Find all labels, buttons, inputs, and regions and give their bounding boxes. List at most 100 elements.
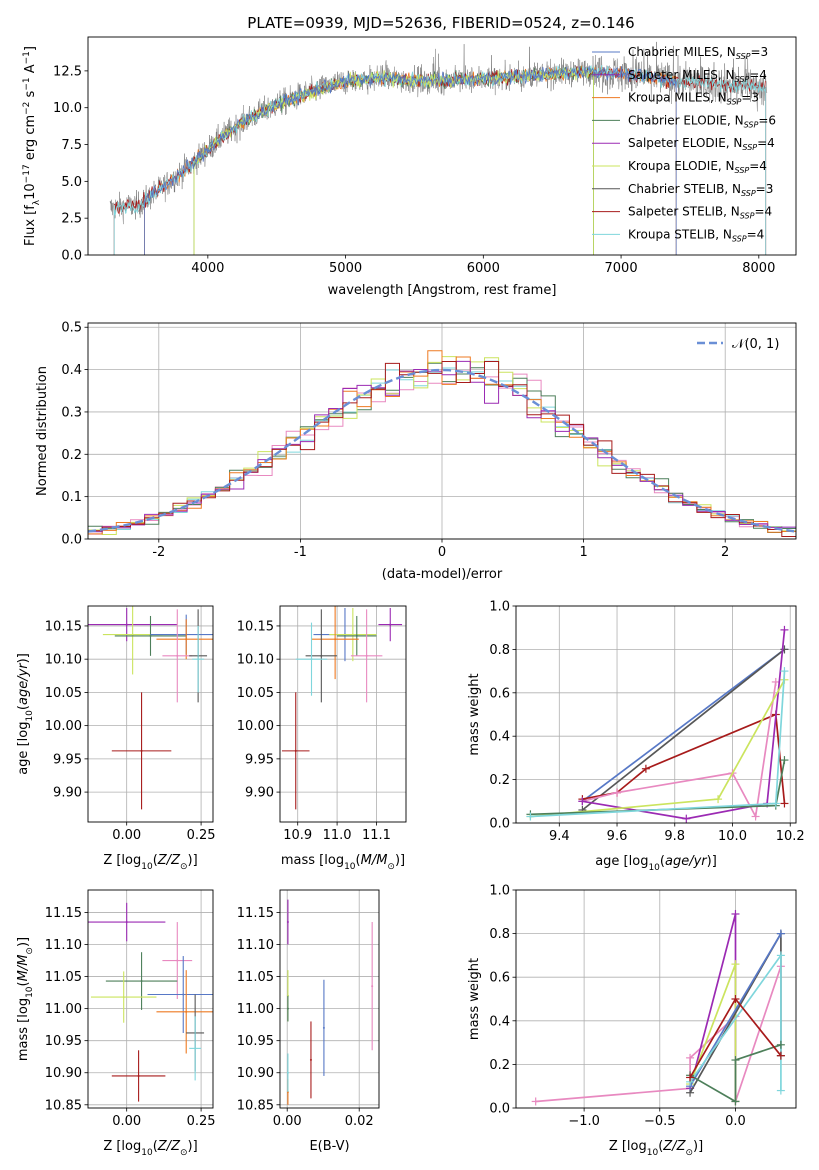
y-tick-label: 2.5 [61, 212, 82, 227]
axes-frame [87, 322, 797, 540]
y-tick-label: 10.95 [45, 1034, 82, 1049]
y-tick-label: 10.15 [45, 619, 82, 634]
label-part: Z/Z [157, 1139, 181, 1154]
legend-label: Kroupa ELODIE, NSSP=4 [628, 159, 767, 175]
figure-title: PLATE=0939, MJD=52636, FIBERID=0524, z=0… [247, 14, 634, 32]
y-axis-label: Flux [fλ10−17 erg cm−2 s−1 A−1] [22, 46, 42, 246]
data-point [185, 1010, 188, 1013]
y-axis-label: Normed distribution [35, 366, 50, 496]
grid [516, 889, 796, 1109]
grid [88, 890, 213, 1108]
x-tick-label: 9.4 [549, 829, 570, 844]
x-tick-label: 9.6 [607, 829, 628, 844]
data-point [140, 749, 143, 752]
label-part: )] [693, 1139, 703, 1154]
series-line [582, 713, 786, 804]
y-tick-label: 11.10 [45, 938, 82, 953]
data-point [176, 654, 179, 657]
data-point [140, 980, 143, 983]
plot-area [286, 899, 374, 1105]
label-part: Z [log [103, 853, 141, 868]
x-tick-label: 5000 [329, 261, 362, 276]
x-tick-label: −0.5 [644, 1114, 676, 1129]
axes-frame [87, 605, 214, 823]
axes-age_vs_mass: 10.9 11.0 11.1 9.90 9.95 10.00 10.05 10.10 10.15… [237, 605, 407, 872]
legend-part: Chabrier MILES, N [628, 45, 736, 59]
label-part: 10 [647, 1148, 659, 1158]
plot-area [109, 41, 768, 255]
label-part: 10 [141, 862, 153, 872]
y-tick-label: 10.85 [45, 1098, 82, 1113]
y-tick-label: 0.0 [489, 817, 510, 832]
legend-part: SSP [735, 166, 750, 175]
x-axis-label: age [log10(age/yr)] [595, 854, 717, 873]
plot-area [88, 902, 213, 1102]
y-tick-label: 1.0 [489, 600, 510, 615]
label-part: Z/Z [157, 853, 181, 868]
legend-part: SSP [735, 75, 750, 84]
y-tick-label: 10.00 [45, 719, 82, 734]
axes-spectrum: 4000 5000 6000 7000 8000 0.0 2.5 5.0 7.5 10.0 12.5… [22, 36, 797, 298]
x-tick-label: 10.2 [776, 829, 805, 844]
label-part: ⊙ [25, 947, 35, 955]
label-part: 10 [25, 710, 35, 722]
data-point [294, 749, 297, 752]
series-line [530, 759, 786, 816]
axes-residuals: -2 -1 0 1 2 0.0 0.1 0.2 0.3 0.4 0.5 𝒩(0, 1) (data-mo… [35, 321, 797, 582]
data-point [137, 1074, 140, 1077]
label-part: −1 [22, 51, 32, 64]
legend-part: =3 [750, 45, 768, 59]
x-axis-label: Z [log10(Z/Z⊙)] [609, 1139, 703, 1158]
y-tick-label: 9.95 [53, 752, 82, 767]
legend-label: Kroupa MILES, NSSP=3 [628, 91, 759, 107]
y-tick-label: 10.90 [45, 1066, 82, 1081]
legend-part: SSP [736, 52, 751, 61]
y-tick-label: 0.4 [61, 363, 82, 378]
legend-label: Chabrier ELODIE, NSSP=6 [628, 113, 776, 129]
data-point [310, 658, 313, 661]
legend-label: Chabrier MILES, NSSP=3 [628, 45, 768, 61]
label-part: age/yr [665, 854, 708, 869]
grid [280, 606, 406, 822]
series-line [581, 648, 786, 811]
data-point [334, 638, 337, 641]
label-part: A [23, 64, 38, 77]
legend-label: Salpeter STELIB, NSSP=4 [628, 205, 772, 221]
data-point [286, 921, 289, 924]
y-tick-label: 9.90 [245, 786, 274, 801]
label-part: ( [16, 981, 31, 986]
label-part: 10 [344, 862, 356, 872]
data-point [125, 921, 128, 924]
legend-part: =4 [747, 227, 765, 241]
y-tick-label: 11.15 [45, 906, 82, 921]
grid [280, 890, 379, 1108]
legend-part: SSP [727, 98, 742, 107]
histogram-series [88, 361, 796, 539]
label-part: mass [log [16, 998, 31, 1061]
label-part: age/yr [16, 662, 31, 705]
y-tick-label: 10.10 [237, 653, 274, 668]
y-tick-label: 11.00 [45, 1002, 82, 1017]
data-point [355, 634, 358, 637]
y-tick-label: 0.3 [61, 405, 82, 420]
label-part: E(B-V) [309, 1139, 349, 1154]
x-tick-label: 0.00 [112, 828, 141, 843]
x-axis-label: Z [log10(Z/Z⊙)] [103, 853, 197, 872]
x-tick-label: 6000 [467, 261, 500, 276]
legend-part: Kroupa ELODIE, N [628, 159, 735, 173]
axes-mass_vs_ebv: 0.00 0.02 10.85 10.90 10.95 11.00 11.05 11.10 11… [237, 889, 380, 1154]
data-point [322, 1026, 325, 1029]
legend-label: Kroupa STELIB, NSSP=4 [628, 227, 764, 243]
legend-part: =6 [758, 113, 776, 127]
x-tick-label: 11.0 [323, 828, 352, 843]
y-tick-label: 0.2 [489, 1058, 510, 1073]
label-part: )] [188, 853, 198, 868]
legend-label: 𝒩(0, 1) [732, 337, 779, 352]
label-part: ] [23, 46, 38, 51]
label-part: s [23, 90, 38, 101]
x-tick-label: 0.25 [187, 828, 216, 843]
label-part: 10 [141, 1148, 153, 1158]
x-tick-label: 11.1 [362, 828, 391, 843]
x-tick-label: -2 [152, 545, 165, 560]
data-point [185, 638, 188, 641]
